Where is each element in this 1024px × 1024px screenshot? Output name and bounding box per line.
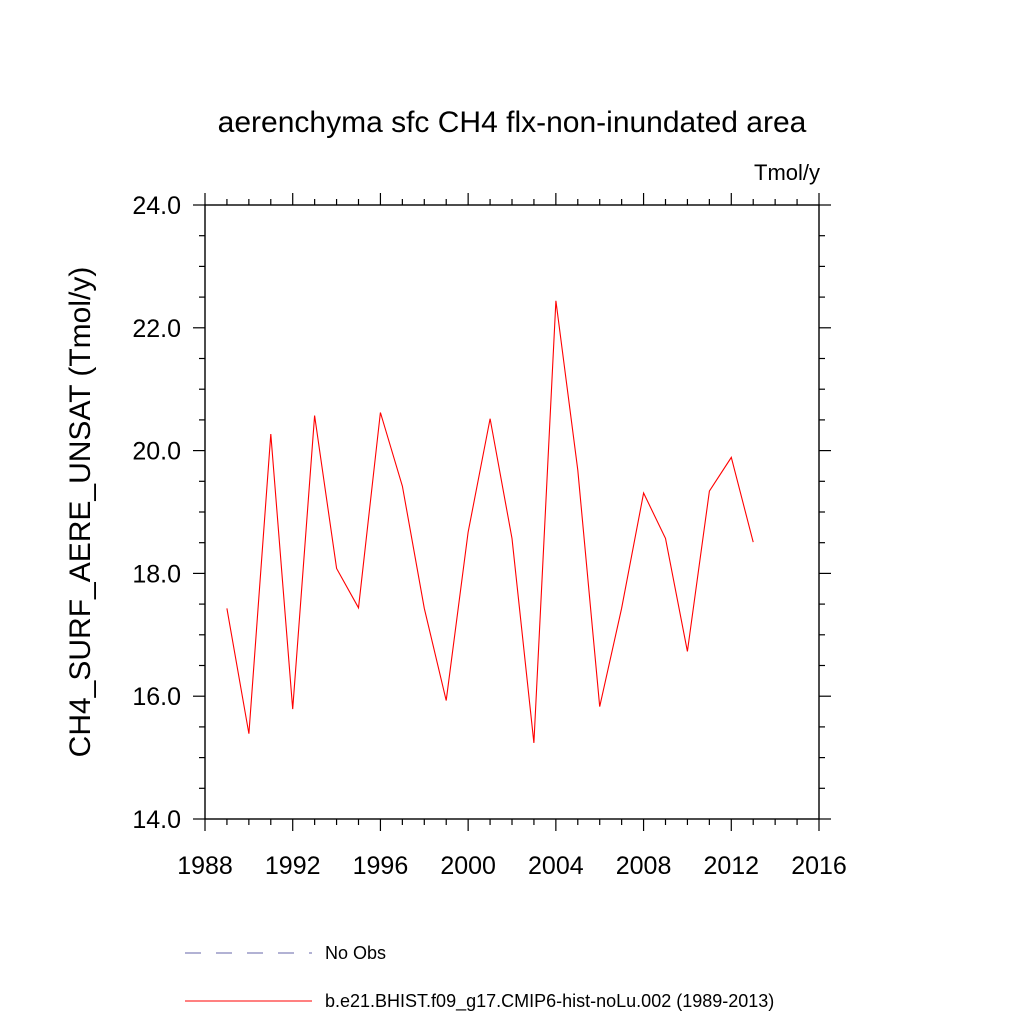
x-tick-label: 2016 — [791, 852, 847, 880]
legend-label-model-run: b.e21.BHIST.f09_g17.CMIP6-hist-noLu.002 … — [325, 991, 774, 1012]
x-tick-label: 2004 — [528, 852, 584, 880]
y-tick-labels: 14.0 16.0 18.0 20.0 22.0 24.0 — [132, 192, 181, 834]
units-label: Tmol/y — [754, 160, 820, 185]
series-line-0 — [226, 300, 754, 743]
y-tick-label: 22.0 — [132, 315, 181, 343]
chart-title: aerenchyma sfc CH4 flx-non-inundated are… — [218, 106, 807, 139]
x-tick-labels: 1988 1992 1996 2000 2004 2008 2012 2016 — [177, 852, 847, 880]
x-tick-label: 1988 — [177, 852, 233, 880]
x-tick-label: 2000 — [440, 852, 496, 880]
axis-ticks — [193, 193, 831, 831]
series-layer — [226, 300, 754, 743]
y-tick-label: 18.0 — [132, 560, 181, 588]
x-tick-label: 1996 — [353, 852, 409, 880]
y-tick-label: 14.0 — [132, 806, 181, 834]
y-tick-label: 16.0 — [132, 683, 181, 711]
legend-label-no-obs: No Obs — [325, 943, 386, 963]
x-tick-label: 1992 — [265, 852, 321, 880]
x-tick-label: 2008 — [616, 852, 672, 880]
legend: No Obs b.e21.BHIST.f09_g17.CMIP6-hist-no… — [185, 943, 774, 1012]
y-axis-label: CH4_SURF_AERE_UNSAT (Tmol/y) — [64, 267, 97, 758]
y-tick-label: 20.0 — [132, 438, 181, 466]
plot-frame — [204, 204, 820, 820]
y-tick-label: 24.0 — [132, 192, 181, 220]
x-tick-label: 2012 — [703, 852, 759, 880]
